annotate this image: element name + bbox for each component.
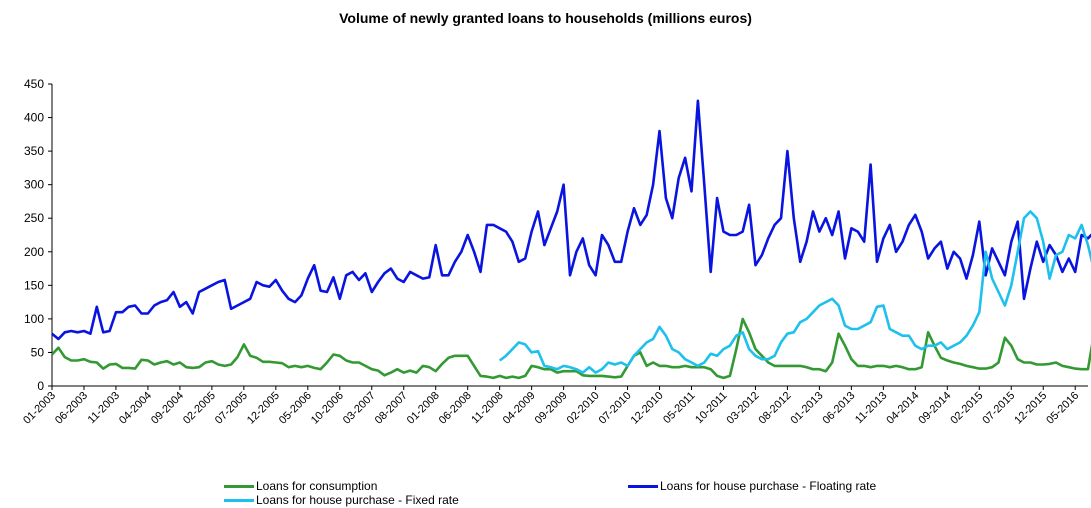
x-tick-label: 12-2010 (629, 390, 666, 427)
x-tick-label: 09-2014 (916, 390, 953, 427)
x-tick-label: 02-2005 (181, 390, 218, 427)
x-tick-label: 06-2003 (53, 390, 90, 427)
x-tick-label: 10-2006 (309, 390, 346, 427)
x-tick-label: 08-2007 (373, 390, 410, 427)
y-tick-label: 0 (37, 379, 44, 393)
series-line-0 (52, 319, 1091, 378)
x-tick-label: 07-2010 (597, 390, 634, 427)
x-tick-label: 03-2007 (341, 390, 378, 427)
x-tick-label: 05-2016 (1044, 390, 1081, 427)
x-tick-label: 07-2005 (213, 390, 250, 427)
y-tick-label: 50 (31, 345, 45, 359)
y-tick-label: 200 (24, 245, 44, 259)
x-tick-label: 09-2004 (149, 390, 186, 427)
legend-swatch-fixed-rate (224, 499, 254, 502)
x-tick-label: 04-2009 (501, 390, 538, 427)
x-tick-label: 04-2014 (884, 390, 921, 427)
x-tick-label: 02-2010 (565, 390, 602, 427)
y-tick-label: 100 (24, 312, 44, 326)
x-tick-label: 01-2008 (405, 390, 442, 427)
chart-series-layer (52, 101, 1091, 378)
y-tick-label: 450 (24, 77, 44, 91)
y-tick-label: 300 (24, 178, 44, 192)
x-tick-label: 08-2012 (757, 390, 794, 427)
x-tick-label: 11-2013 (853, 390, 889, 426)
series-line-1 (52, 101, 1091, 339)
x-tick-label: 02-2015 (948, 390, 985, 427)
legend-label-floating-rate: Loans for house purchase - Floating rate (660, 479, 876, 493)
x-tick-label: 05-2006 (277, 390, 314, 427)
x-tick-label: 11-2008 (469, 390, 505, 426)
x-tick-label: 01-2003 (21, 390, 58, 427)
legend-label-fixed-rate: Loans for house purchase - Fixed rate (256, 493, 459, 507)
y-tick-label: 250 (24, 211, 44, 225)
x-tick-label: 01-2013 (788, 390, 825, 427)
legend-swatch-floating-rate (628, 485, 658, 488)
x-tick-label: 10-2011 (693, 390, 729, 426)
legend-fixed-rate: Loans for house purchase - Fixed rate (224, 493, 459, 507)
chart-ticks: 05010015020025030035040045001-200306-200… (21, 77, 1081, 427)
x-tick-label: 12-2005 (245, 390, 282, 427)
x-tick-label: 12-2015 (1012, 390, 1049, 427)
legend-consumption: Loans for consumption (224, 479, 377, 493)
x-tick-label: 06-2008 (437, 390, 474, 427)
x-tick-label: 03-2012 (725, 390, 762, 427)
x-tick-label: 11-2003 (86, 390, 122, 426)
y-tick-label: 350 (24, 144, 44, 158)
legend-label-consumption: Loans for consumption (256, 479, 377, 493)
y-tick-label: 150 (24, 278, 44, 292)
legend-swatch-consumption (224, 485, 254, 488)
x-tick-label: 06-2013 (820, 390, 857, 427)
y-tick-label: 400 (24, 111, 44, 125)
legend-floating-rate: Loans for house purchase - Floating rate (628, 479, 876, 493)
x-tick-label: 04-2004 (117, 390, 154, 427)
x-tick-label: 09-2009 (533, 390, 570, 427)
x-tick-label: 05-2011 (661, 390, 697, 426)
x-tick-label: 07-2015 (980, 390, 1017, 427)
